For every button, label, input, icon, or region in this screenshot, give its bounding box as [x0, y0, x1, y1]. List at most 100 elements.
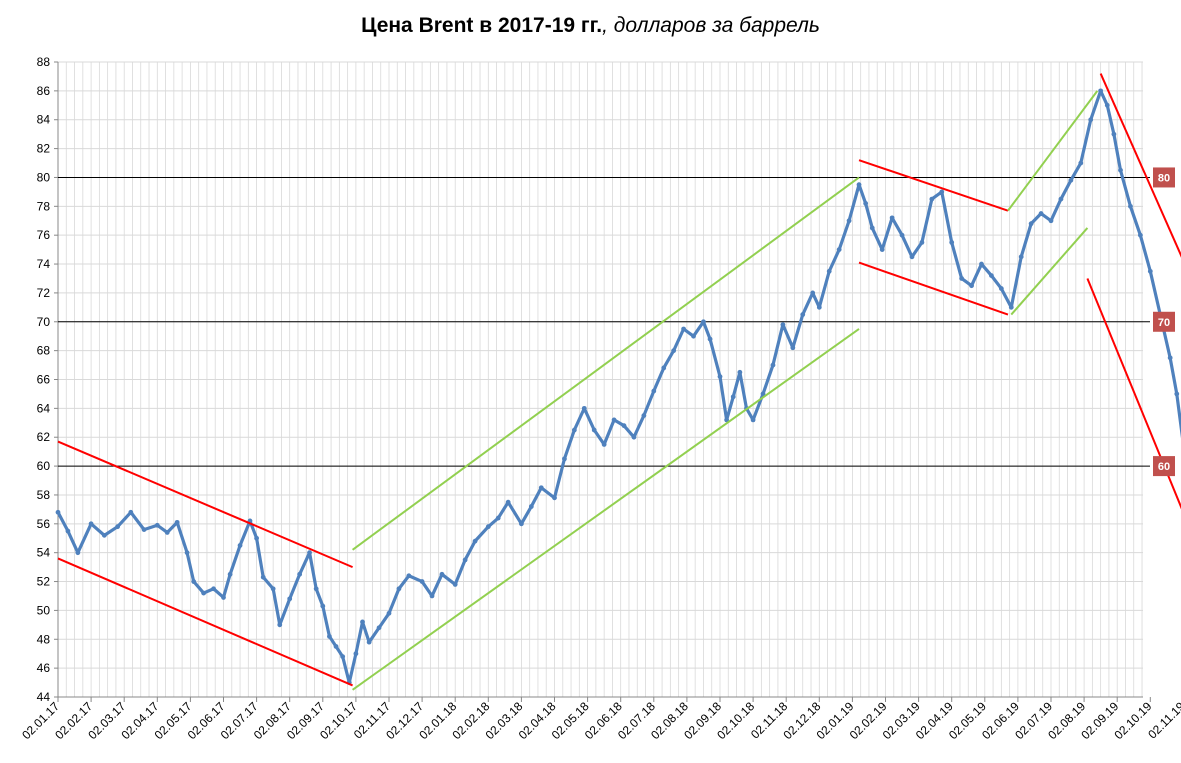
- data-point: [730, 394, 736, 400]
- up-trend-line: [1007, 90, 1099, 212]
- y-tick-label: 66: [37, 373, 51, 387]
- data-point: [836, 247, 842, 253]
- data-point: [790, 345, 796, 351]
- y-tick-label: 62: [37, 430, 51, 444]
- data-point: [1058, 196, 1064, 202]
- data-point: [419, 579, 425, 584]
- data-point: [724, 417, 730, 423]
- data-point: [552, 495, 557, 501]
- data-point: [366, 639, 372, 645]
- data-point: [979, 261, 984, 267]
- down-trend-line: [1099, 73, 1181, 258]
- data-point: [959, 276, 965, 281]
- data-point: [538, 485, 544, 491]
- data-point: [989, 273, 994, 278]
- data-point: [1078, 160, 1084, 166]
- y-tick-label: 84: [37, 113, 51, 127]
- data-point: [949, 239, 955, 245]
- up-trend-line: [1010, 227, 1089, 316]
- data-point: [671, 348, 677, 354]
- y-tick-label: 82: [37, 142, 51, 156]
- data-point: [846, 218, 852, 224]
- data-point: [528, 504, 534, 509]
- data-point: [287, 596, 293, 602]
- data-point: [691, 333, 696, 339]
- data-point: [495, 515, 501, 521]
- y-tick-label: 78: [37, 199, 51, 213]
- data-point: [856, 182, 862, 188]
- data-point: [1048, 218, 1054, 224]
- y-tick-label: 72: [37, 286, 51, 300]
- data-point: [879, 247, 885, 253]
- level-badge-80: [1153, 167, 1175, 188]
- data-point: [909, 254, 915, 260]
- level-badge-70: [1153, 311, 1175, 332]
- data-point: [327, 633, 332, 639]
- data-point: [154, 522, 160, 528]
- data-point: [681, 326, 686, 332]
- data-point: [899, 232, 905, 238]
- data-point: [760, 391, 766, 397]
- level-label-70: 70: [1158, 317, 1170, 329]
- data-point: [770, 362, 776, 368]
- data-point: [1167, 355, 1173, 361]
- down-trend-line: [57, 440, 353, 569]
- data-point: [237, 543, 243, 548]
- level-label-60: 60: [1158, 461, 1170, 473]
- y-tick-label: 50: [37, 603, 51, 617]
- y-tick-label: 68: [37, 344, 51, 358]
- level-labels: 80 70 60: [1153, 167, 1175, 477]
- data-point: [353, 651, 359, 657]
- data-point: [75, 550, 81, 556]
- data-point: [661, 365, 667, 371]
- data-point: [254, 535, 259, 541]
- data-point: [717, 374, 723, 380]
- data-point: [439, 571, 445, 577]
- y-tick-label: 48: [37, 632, 51, 646]
- data-point: [452, 582, 458, 587]
- data-point: [750, 417, 756, 423]
- level-badge-60: [1153, 456, 1175, 477]
- up-trend-line: [351, 176, 860, 551]
- data-point: [707, 336, 713, 342]
- data-point: [505, 499, 511, 505]
- data-point: [1088, 117, 1094, 123]
- data-point: [55, 509, 61, 515]
- data-point: [1038, 211, 1044, 216]
- data-point: [1104, 102, 1110, 108]
- data-point: [201, 590, 207, 596]
- data-point: [1111, 131, 1117, 137]
- data-point: [307, 550, 312, 556]
- data-point: [1128, 203, 1133, 209]
- y-tick-label: 60: [37, 459, 51, 473]
- data-point: [406, 573, 412, 579]
- data-point: [929, 196, 935, 202]
- data-point: [360, 619, 365, 625]
- data-point: [621, 423, 627, 429]
- data-point: [128, 509, 134, 515]
- data-point: [651, 388, 657, 394]
- data-point: [485, 524, 491, 530]
- trend-lines: [57, 73, 1181, 691]
- data-point: [1008, 304, 1014, 310]
- y-tick-label: 74: [37, 257, 51, 271]
- data-point: [270, 586, 276, 592]
- data-point: [611, 417, 617, 423]
- y-tick-label: 58: [37, 488, 51, 502]
- data-point: [101, 532, 107, 538]
- data-point: [184, 550, 190, 556]
- y-tick-label: 70: [37, 315, 51, 329]
- series-layer: [55, 88, 1181, 685]
- data-point: [816, 304, 822, 310]
- y-tick-label: 56: [37, 517, 51, 531]
- data-point: [340, 654, 346, 659]
- data-point: [939, 189, 945, 195]
- y-tick-label: 86: [37, 84, 51, 98]
- data-point: [1174, 391, 1180, 397]
- down-trend-line: [858, 159, 1009, 212]
- y-tick-label: 44: [37, 690, 51, 704]
- data-point: [320, 603, 326, 609]
- data-point: [429, 593, 435, 599]
- data-point: [1028, 221, 1034, 227]
